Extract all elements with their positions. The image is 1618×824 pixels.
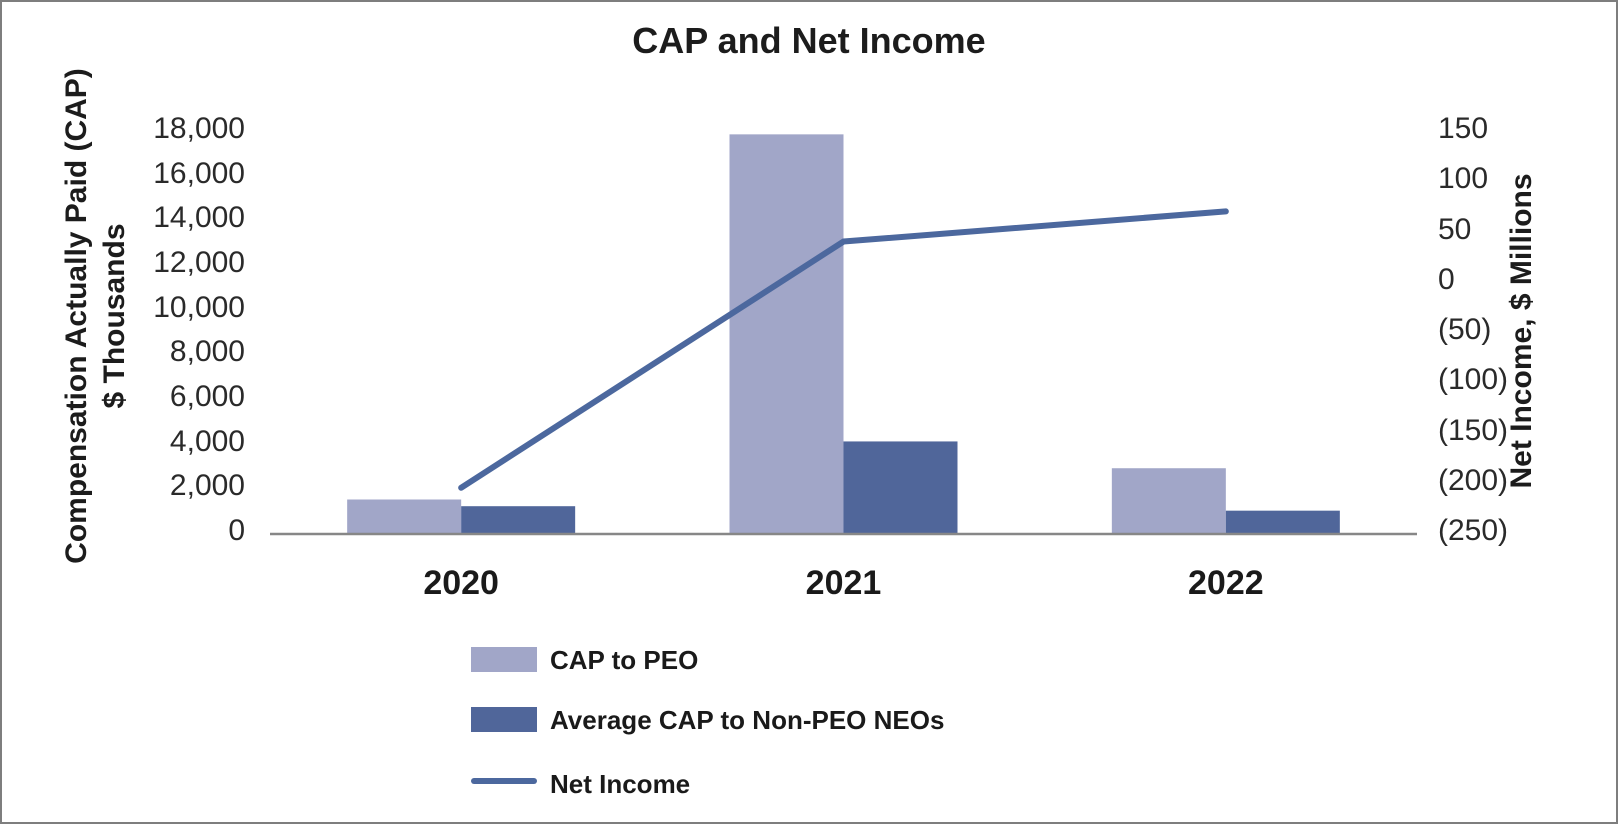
- bar-cap-to-peo-2020: [347, 499, 462, 533]
- line-net-income: [458, 208, 1229, 491]
- bar-cap-to-peo-2022: [1111, 468, 1226, 533]
- bar-average-cap-to-non-peo-neos-2020: [461, 506, 576, 533]
- left-y-axis-title-line1: Compensation Actually Paid (CAP): [60, 68, 93, 564]
- legend-label-average-cap-non-peo-neos: Average CAP to Non-PEO NEOs: [550, 705, 945, 735]
- legend-label-cap-to-peo: CAP to PEO: [550, 645, 699, 675]
- right-y-axis-title: Net Income, $ Millions: [1505, 173, 1538, 489]
- left-y-axis-title-line2: $ Thousands: [98, 223, 131, 409]
- legend-swatch-cap-to-peo: [471, 647, 537, 672]
- legend-line-swatch-net-income: [471, 778, 537, 784]
- legend-swatch-average-cap-non-peo-neos: [471, 707, 537, 732]
- legend-label-net-income: Net Income: [550, 769, 691, 799]
- bar-average-cap-to-non-peo-neos-2022: [1225, 510, 1340, 533]
- bar-cap-to-peo-2021: [729, 134, 844, 533]
- left-y-axis-title: Compensation Actually Paid (CAP) $ Thous…: [58, 56, 136, 576]
- chart-title: CAP and Net Income: [632, 20, 986, 61]
- bar-average-cap-to-non-peo-neos-2021: [843, 441, 958, 533]
